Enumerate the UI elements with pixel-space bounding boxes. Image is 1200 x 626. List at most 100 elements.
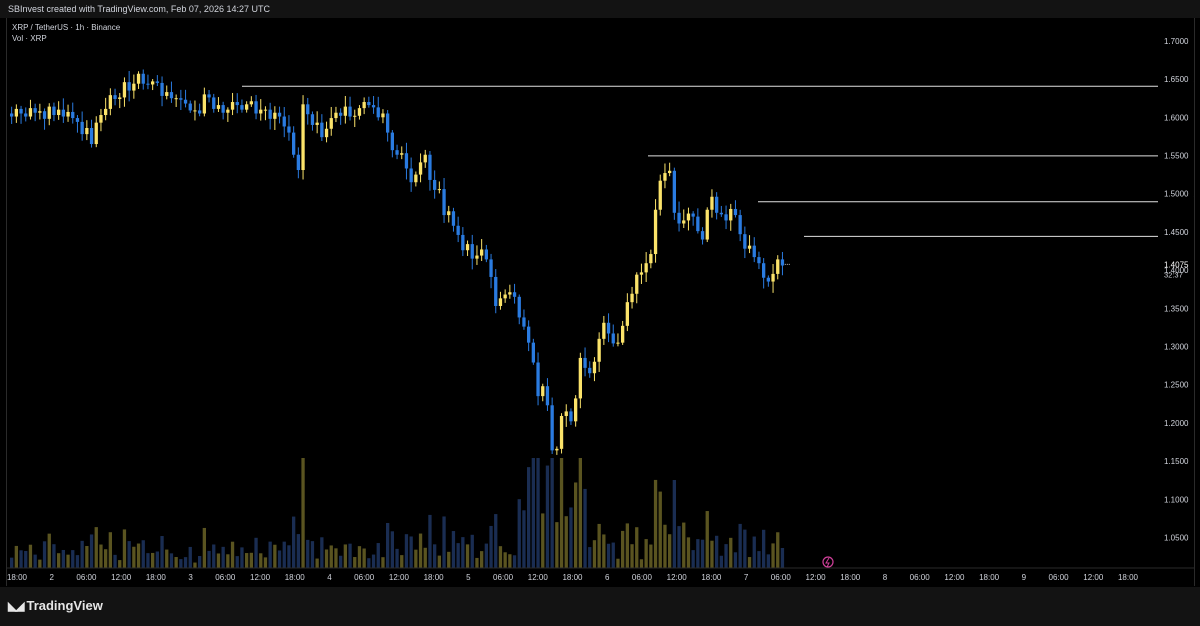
candle-body — [193, 110, 197, 112]
volume-bar — [686, 537, 691, 568]
volume-bar — [757, 551, 761, 568]
volume-bar — [489, 525, 493, 568]
y-tick-label: 1.1000 — [1164, 495, 1189, 504]
lightning-icon[interactable] — [822, 556, 834, 568]
volume-bar — [193, 562, 197, 568]
volume-bar — [503, 552, 507, 568]
volume-bar — [268, 541, 272, 568]
candle-body — [61, 109, 65, 117]
candle-body — [38, 111, 42, 113]
volume-bar — [80, 540, 84, 568]
price-axis: 1.7000 1.6500 1.6000 1.5500 1.5000 1.4500 1.40… — [1158, 18, 1193, 586]
volume-bar — [221, 546, 225, 568]
x-tick-label: 18:00 — [979, 573, 1000, 582]
candle-body — [536, 362, 540, 397]
candle-body — [527, 326, 531, 343]
candle-body — [155, 81, 159, 83]
volume-bar — [38, 559, 42, 568]
candle-body — [301, 104, 305, 171]
candle-body — [14, 108, 18, 117]
candle-body — [644, 263, 648, 273]
volume-bar — [639, 559, 644, 568]
volume-bar — [494, 514, 498, 568]
volume-bar — [183, 557, 188, 568]
candle-body — [719, 212, 723, 215]
x-tick-label: 18:00 — [701, 573, 722, 582]
volume-bar — [212, 544, 216, 568]
volume-bar — [747, 557, 752, 568]
tradingview-logo-icon: ◣◢ — [8, 598, 25, 613]
footer-bar — [0, 587, 1200, 626]
x-tick-label: 18:00 — [424, 573, 445, 582]
volume-bar — [705, 511, 709, 568]
candle-body — [508, 292, 512, 295]
candle-body — [75, 118, 80, 122]
candle-body — [696, 216, 700, 232]
candle-body — [550, 405, 554, 451]
volume-bar — [569, 507, 573, 568]
volume-bar — [320, 537, 324, 568]
candle-body — [287, 126, 291, 133]
candle-body — [296, 154, 300, 171]
candle-body — [616, 342, 620, 344]
volume-bar — [625, 523, 629, 568]
volume-bar — [85, 546, 89, 568]
candle-body — [672, 170, 676, 213]
lightning-icon-bolt — [825, 557, 830, 568]
candle-body — [52, 106, 56, 116]
candle-body — [277, 112, 282, 117]
candle-body — [94, 122, 98, 145]
candle-body — [42, 111, 47, 119]
candle-body — [456, 225, 460, 235]
volume-bar — [691, 550, 695, 568]
volume-bar — [306, 539, 310, 568]
volume-bar — [743, 529, 747, 568]
price-axis-bg — [1158, 18, 1193, 586]
candle-body — [738, 215, 742, 235]
x-tick-label: 18:00 — [285, 573, 306, 582]
candle-body — [122, 82, 127, 98]
volume-bar — [400, 555, 404, 568]
candle-body — [268, 109, 272, 119]
volume-bar — [461, 537, 465, 568]
volume-bar — [616, 558, 620, 568]
volume-bar — [89, 534, 94, 568]
candle-body — [183, 99, 188, 104]
x-tick-label: 12:00 — [389, 573, 410, 582]
candle-body — [334, 112, 338, 119]
volume-bar — [165, 549, 169, 568]
volume-bar — [574, 482, 578, 568]
x-tick-label: 2 — [49, 573, 54, 582]
volume-title: Vol · XRP — [12, 34, 47, 43]
candle-body — [700, 231, 705, 240]
chart-legend: XRP / TetherUS · 1h · Binance Vol · XRP — [12, 22, 120, 44]
candle-body — [259, 109, 263, 114]
candle-body — [169, 92, 174, 99]
volume-bar — [249, 552, 253, 568]
candle-body — [724, 214, 728, 221]
volume-bar — [696, 539, 700, 568]
candle-body — [202, 94, 206, 114]
volume-bar — [104, 549, 108, 568]
volume-bar — [235, 556, 239, 568]
volume-bar — [390, 531, 394, 568]
candle-body — [230, 102, 235, 110]
volume-bar — [766, 554, 770, 568]
volume-bar — [71, 550, 75, 568]
candle-body — [71, 111, 75, 119]
candle-body — [371, 105, 376, 108]
x-tick-label: 06:00 — [632, 573, 653, 582]
volume-bar — [512, 555, 517, 568]
candle-body — [367, 102, 371, 106]
tradingview-logo[interactable]: ◣◢ TradingView — [8, 598, 103, 613]
candle-body — [555, 448, 559, 451]
candle-body — [99, 115, 103, 123]
candle-body — [226, 109, 230, 113]
volume-bar — [771, 543, 775, 568]
volume-bar — [202, 527, 206, 568]
volume-bar — [527, 467, 531, 568]
candle-body — [653, 209, 658, 255]
volume-bar — [362, 548, 366, 568]
volume-bar — [621, 530, 625, 568]
